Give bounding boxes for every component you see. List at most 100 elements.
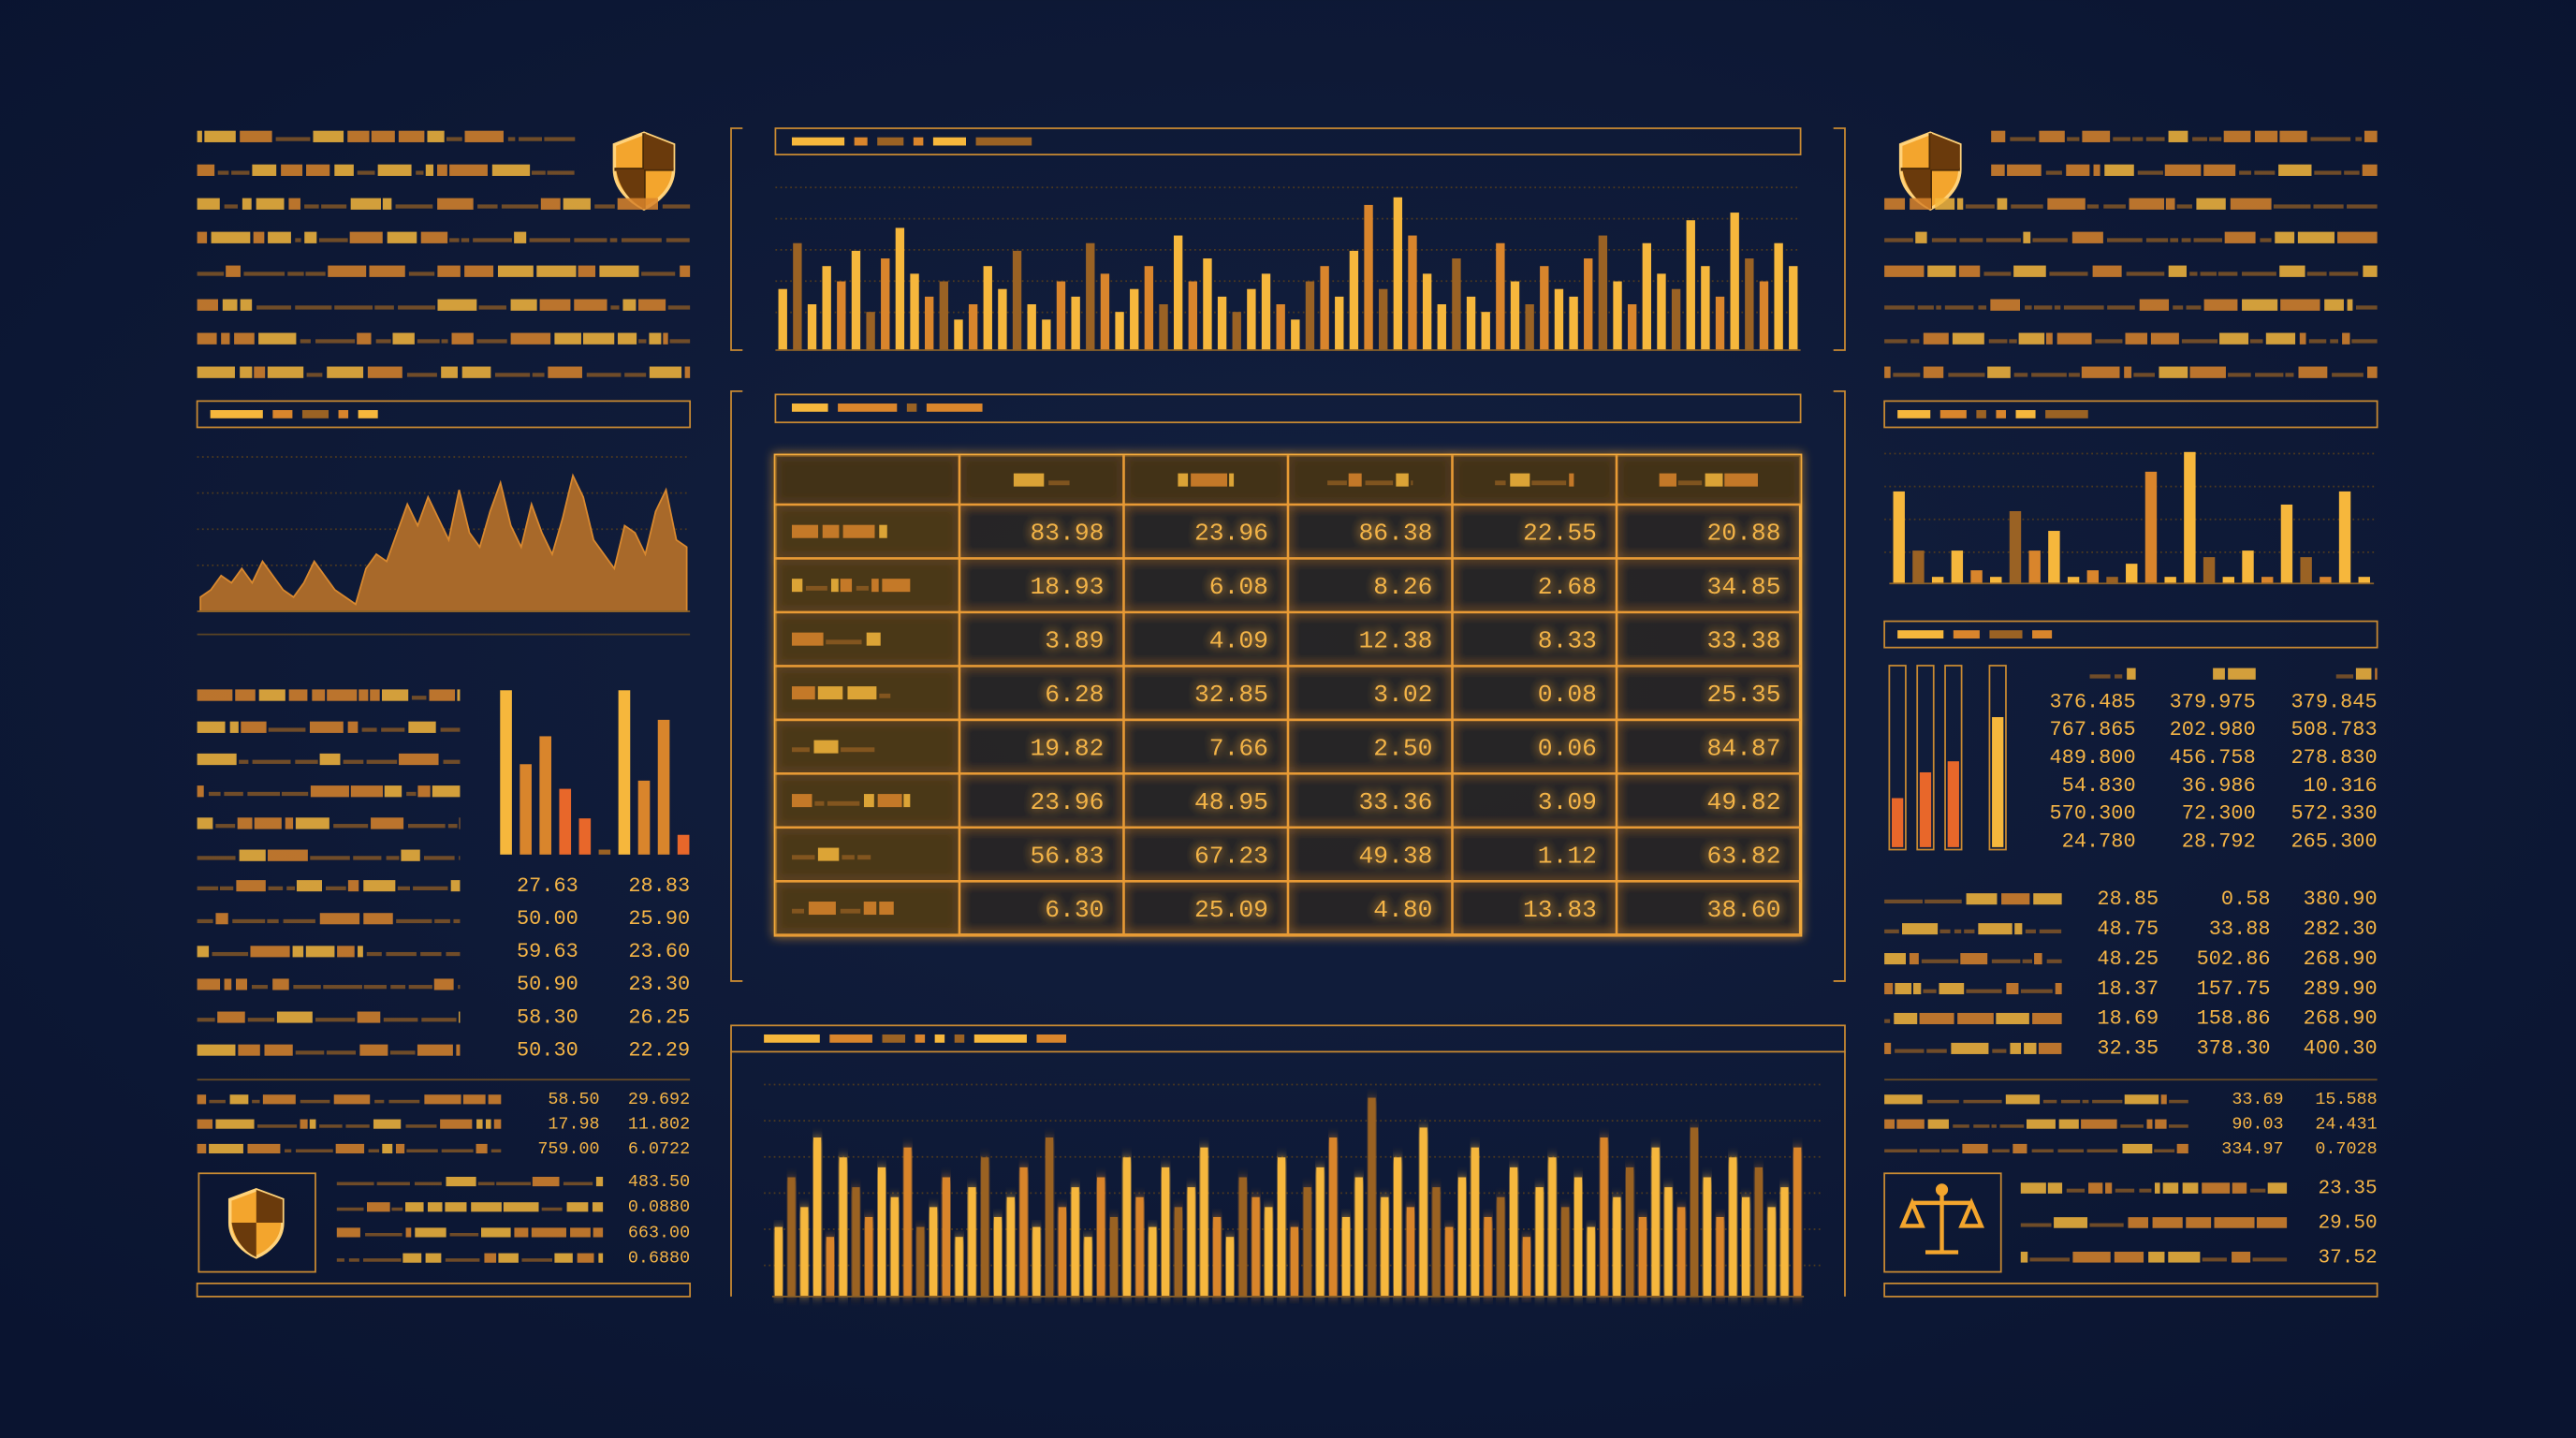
placeholder-text (461, 238, 470, 242)
placeholder-text (510, 332, 551, 345)
placeholder-text (2182, 1182, 2199, 1194)
bar (2338, 491, 2351, 584)
placeholder-text (2324, 299, 2344, 311)
placeholder-text (490, 1149, 502, 1153)
placeholder-text (2154, 1149, 2175, 1153)
bar (865, 1216, 873, 1297)
placeholder-text (791, 794, 812, 808)
bar (1247, 288, 1256, 350)
value: 28.83 (628, 874, 690, 898)
placeholder-text (649, 332, 662, 345)
placeholder-text (375, 339, 391, 344)
table-cell: 0.06 (1538, 734, 1597, 762)
placeholder-text (407, 824, 446, 829)
placeholder-text (1884, 953, 1906, 965)
placeholder-text (2168, 265, 2187, 277)
placeholder-text (863, 794, 874, 808)
placeholder-text (350, 198, 381, 210)
placeholder-text (2280, 299, 2320, 311)
placeholder-text (2107, 305, 2135, 310)
placeholder-text (437, 265, 461, 277)
value: 48.75 (2097, 917, 2159, 941)
placeholder-text (842, 524, 875, 538)
placeholder-text (1229, 473, 1235, 487)
placeholder-text (2223, 130, 2251, 142)
bar (839, 1157, 847, 1297)
placeholder-text (334, 305, 373, 310)
placeholder-text (1396, 473, 1409, 487)
placeholder-text (374, 305, 394, 310)
placeholder-text (2125, 332, 2148, 345)
placeholder-text (2351, 339, 2378, 344)
bar (993, 1216, 1003, 1297)
value: 376.485 (2050, 690, 2136, 713)
value: 27.63 (517, 874, 578, 898)
placeholder-text (496, 1181, 532, 1186)
bar (1745, 258, 1754, 350)
table-cell: 2.68 (1538, 573, 1597, 601)
placeholder-text (624, 373, 647, 377)
header-segment (1897, 630, 1944, 638)
placeholder-text (347, 880, 359, 892)
value: 48.25 (2097, 947, 2159, 971)
placeholder-text (197, 978, 221, 990)
bar (1730, 213, 1739, 350)
placeholder-text (2082, 130, 2111, 142)
placeholder-text (1902, 923, 1939, 935)
value: 15.588 (2315, 1090, 2377, 1109)
placeholder-text (319, 1124, 343, 1128)
placeholder-text (219, 886, 234, 890)
placeholder-text (1677, 480, 1703, 486)
placeholder-text (267, 849, 308, 861)
bar (1406, 1207, 1415, 1297)
placeholder-text (405, 1227, 412, 1238)
bar (954, 319, 963, 350)
value: 379.975 (2170, 690, 2256, 713)
placeholder-text (388, 1099, 420, 1104)
placeholder-text (2355, 305, 2378, 310)
placeholder-text (417, 785, 431, 798)
placeholder-text (2332, 373, 2364, 377)
placeholder-text (593, 1227, 604, 1238)
bar (1045, 1137, 1054, 1297)
value: 90.03 (2232, 1114, 2283, 1134)
placeholder-text (359, 689, 369, 701)
header-segment (1036, 1034, 1067, 1043)
value: 282.30 (2304, 917, 2378, 941)
placeholder-text (667, 305, 691, 310)
table-cell: 0.08 (1538, 681, 1597, 709)
placeholder-text (286, 886, 296, 890)
placeholder-text (2256, 1217, 2288, 1228)
placeholder-text (621, 238, 662, 242)
placeholder-text (2005, 1094, 2041, 1105)
bar (1217, 296, 1227, 350)
placeholder-text (384, 785, 402, 798)
placeholder-text (305, 271, 326, 276)
placeholder-text (382, 198, 392, 210)
placeholder-text (374, 1099, 385, 1104)
value: 489.800 (2050, 746, 2136, 770)
bar (1265, 1207, 1273, 1297)
placeholder-text (285, 1149, 292, 1153)
placeholder-text (310, 856, 350, 860)
placeholder-text (395, 204, 433, 209)
placeholder-text (224, 204, 238, 209)
left-footer (196, 1283, 692, 1298)
header-segment (1976, 410, 1986, 418)
placeholder-text (847, 686, 877, 700)
table-cell: 83.98 (1030, 519, 1104, 547)
bar (1466, 296, 1476, 350)
value: 0.58 (2221, 888, 2271, 911)
placeholder-text (2164, 164, 2202, 176)
placeholder-text (295, 759, 318, 764)
bar (657, 719, 670, 855)
placeholder-text (1510, 473, 1530, 487)
placeholder-text (2254, 130, 2278, 142)
placeholder-text (817, 847, 840, 861)
placeholder-text (2273, 204, 2311, 209)
placeholder-text (285, 817, 294, 829)
placeholder-text (2335, 674, 2354, 679)
placeholder-text (319, 913, 360, 925)
placeholder-text (371, 817, 404, 829)
